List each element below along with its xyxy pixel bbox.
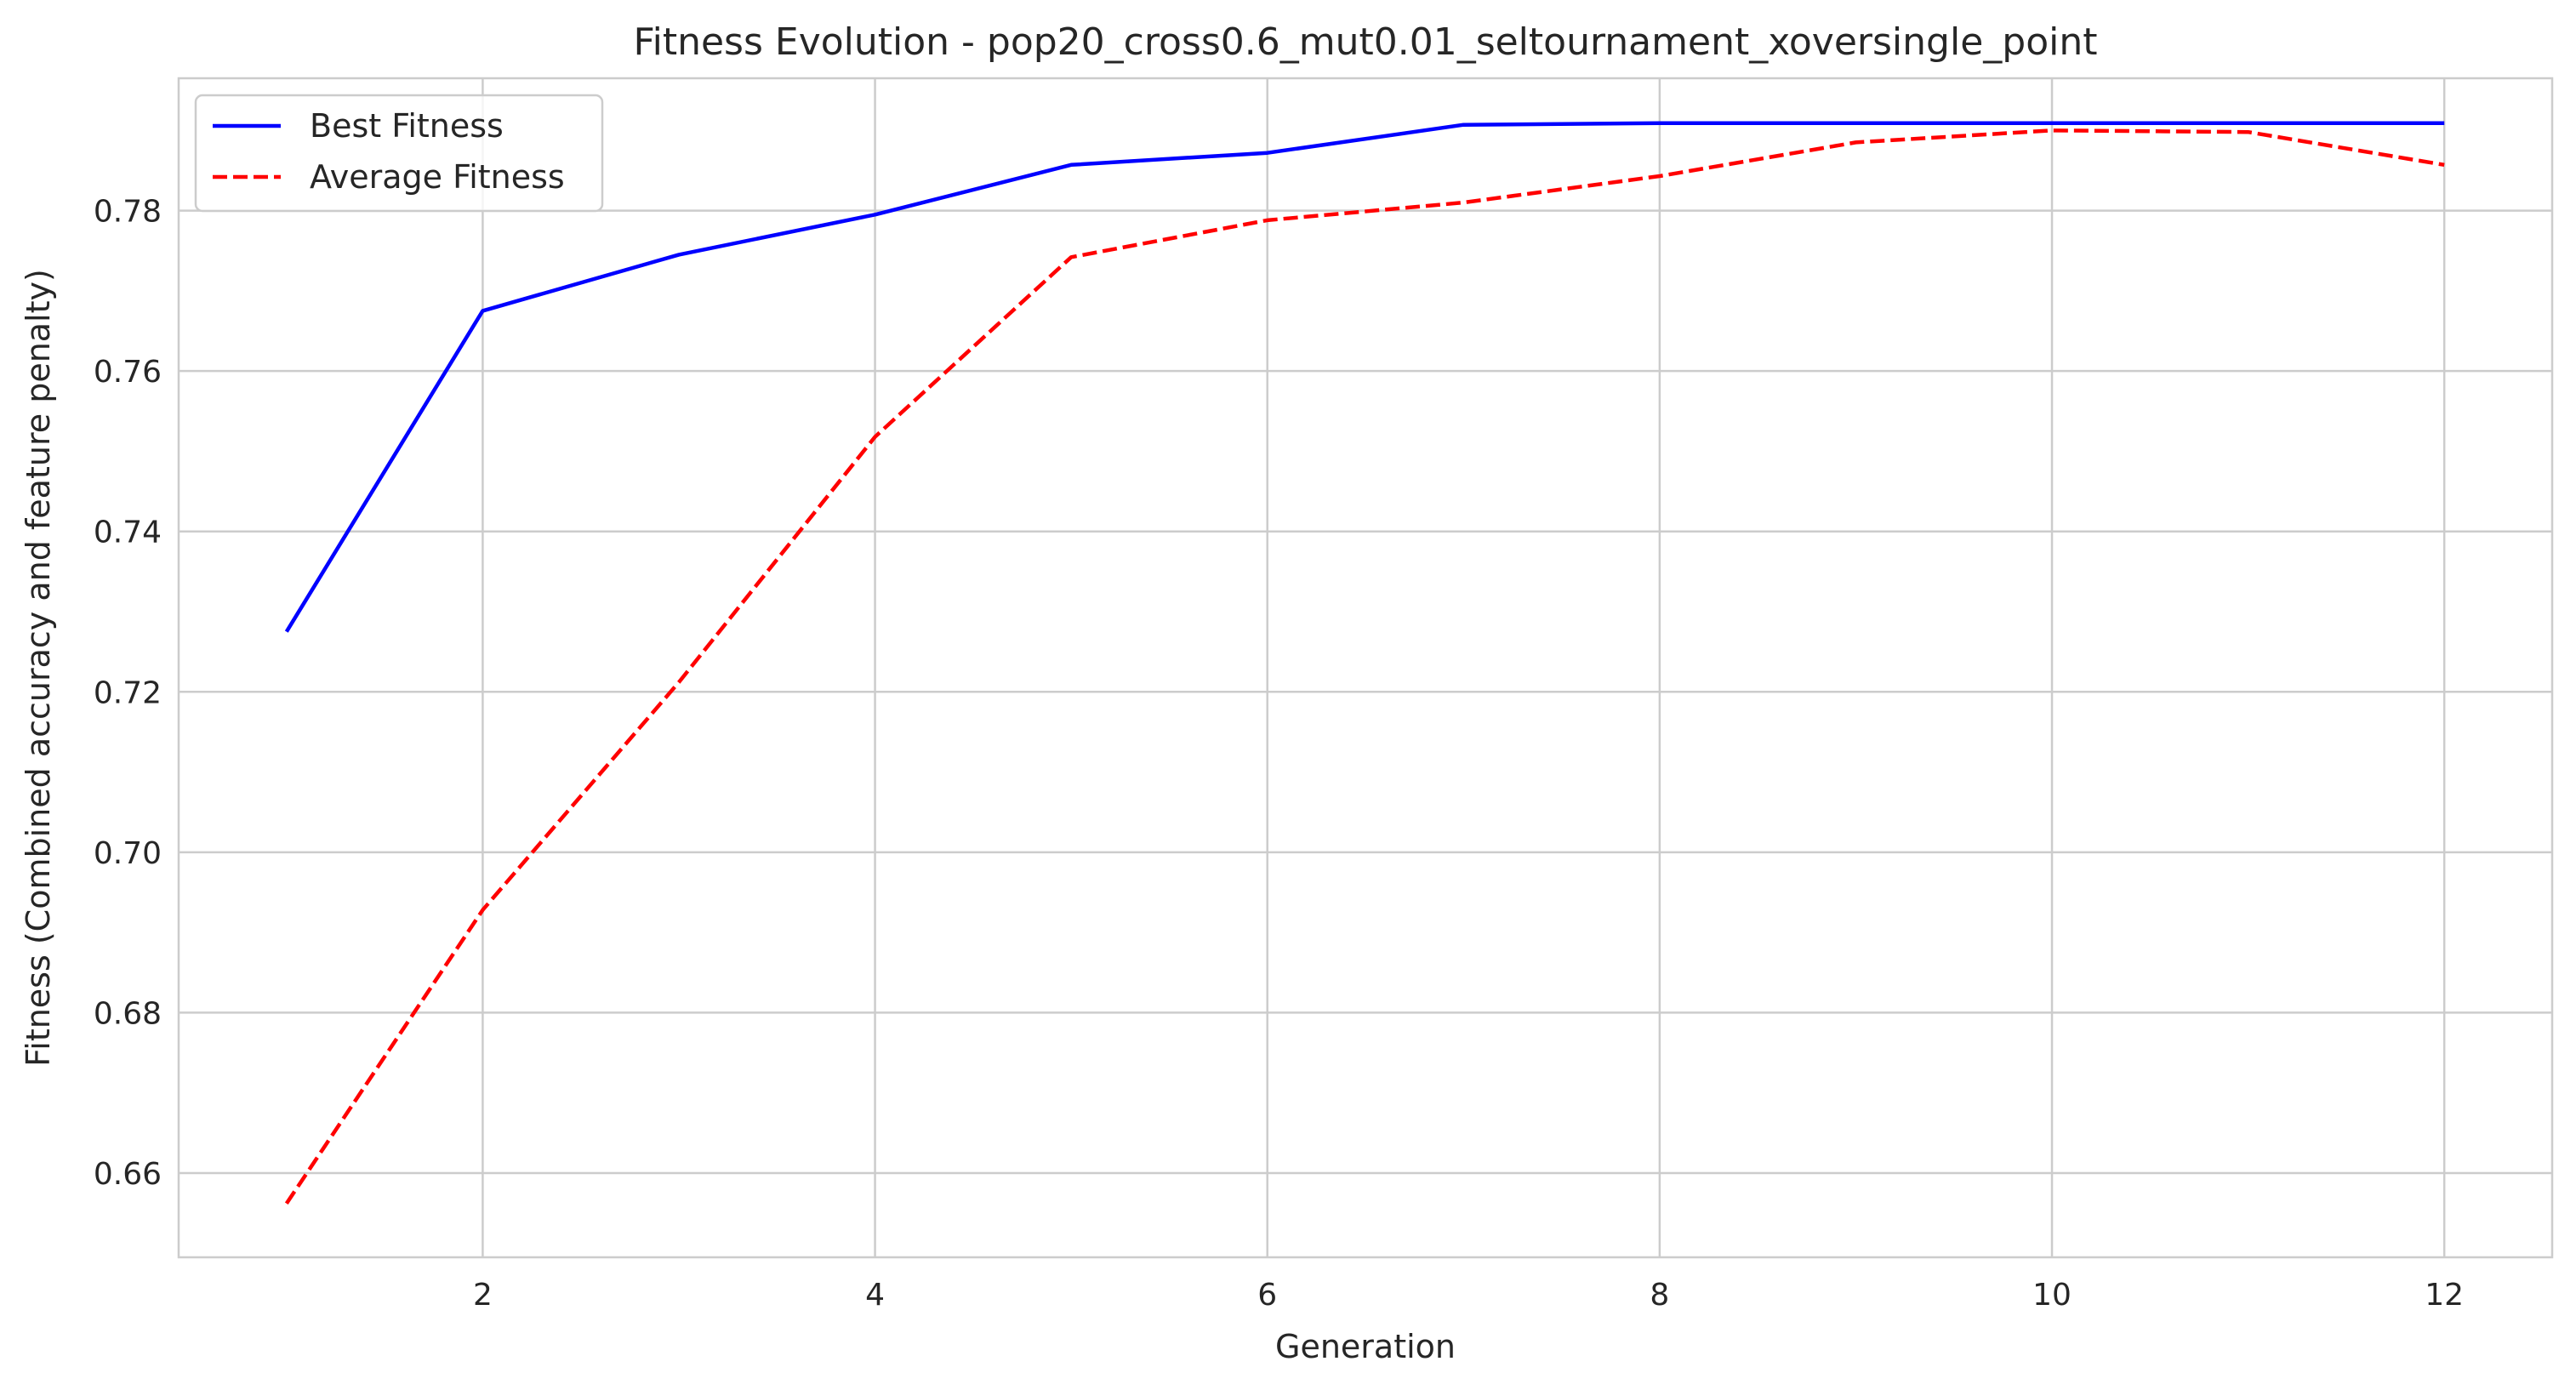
y-tick-label: 0.72 xyxy=(94,675,162,710)
x-tick-label: 12 xyxy=(2425,1278,2464,1313)
x-tick-label: 2 xyxy=(473,1278,493,1313)
x-tick-label: 10 xyxy=(2032,1278,2072,1313)
y-tick-label: 0.68 xyxy=(94,996,162,1031)
legend-label-average-fitness: Average Fitness xyxy=(310,158,565,196)
x-tick-label: 4 xyxy=(865,1278,885,1313)
x-tick-label: 6 xyxy=(1257,1278,1277,1313)
legend: Best Fitness Average Fitness xyxy=(196,95,602,211)
x-axis-label: Generation xyxy=(1275,1328,1456,1365)
chart-title: Fitness Evolution - pop20_cross0.6_mut0.… xyxy=(634,20,2098,64)
legend-label-best-fitness: Best Fitness xyxy=(310,107,504,145)
y-tick-label: 0.74 xyxy=(94,516,162,550)
y-tick-label: 0.78 xyxy=(94,195,162,230)
y-tick-label: 0.76 xyxy=(94,355,162,390)
y-axis-label: Fitness (Combined accuracy and feature p… xyxy=(20,269,57,1067)
y-tick-label: 0.70 xyxy=(94,836,162,871)
x-tick-label: 8 xyxy=(1650,1278,1669,1313)
y-tick-label: 0.66 xyxy=(94,1157,162,1192)
